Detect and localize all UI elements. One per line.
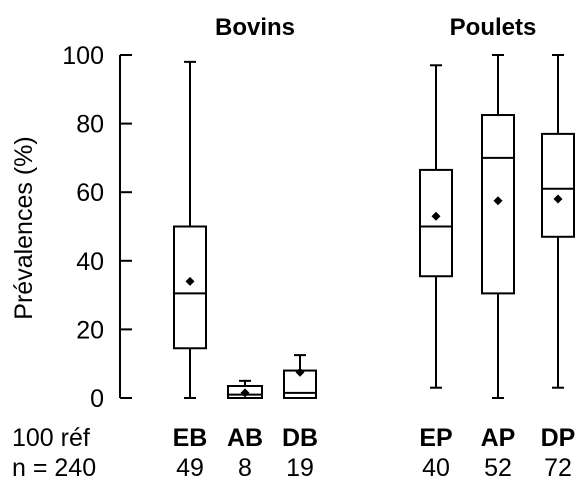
iqr-box: [227, 384, 263, 399]
mean-marker: [493, 196, 503, 206]
n-label: 8: [238, 454, 252, 482]
iqr-box: [173, 225, 207, 350]
reference-label: 100 réf: [12, 424, 90, 452]
reference-n-label: n = 240: [12, 454, 96, 482]
iqr-box: [541, 132, 575, 238]
y-axis-label: Prévalences (%): [10, 136, 38, 319]
category-label: AP: [481, 424, 516, 452]
y-tick-label: 60: [76, 179, 104, 207]
category-label: DB: [282, 424, 318, 452]
category-label: AB: [227, 424, 263, 452]
y-tick-label: 0: [90, 385, 104, 413]
box-EP: [419, 64, 453, 389]
y-tick-label: 80: [76, 111, 104, 139]
mean-marker: [553, 194, 563, 204]
group-title: Poulets: [450, 14, 537, 41]
boxes: [173, 54, 575, 399]
box-AP: [481, 54, 515, 399]
category-label: EB: [173, 424, 208, 452]
y-tick-label: 40: [76, 248, 104, 276]
iqr-box: [481, 114, 515, 295]
box-AB: [227, 379, 263, 399]
box-EB: [173, 60, 207, 399]
mean-marker: [295, 367, 305, 377]
category-label: EP: [419, 424, 452, 452]
group-title: Bovins: [215, 14, 295, 41]
box-DP: [541, 54, 575, 389]
n-label: 52: [484, 454, 512, 482]
n-label: 72: [544, 454, 572, 482]
mean-marker: [185, 276, 195, 286]
mean-marker: [431, 211, 441, 221]
category-label: DP: [541, 424, 576, 452]
y-axis: 0 20 40 60 80 100: [62, 42, 132, 413]
mean-marker: [240, 388, 250, 398]
box-DB: [283, 354, 317, 399]
n-label: 49: [176, 454, 204, 482]
y-tick-label: 20: [76, 316, 104, 344]
y-tick-label: 100: [62, 42, 104, 70]
n-label: 40: [422, 454, 450, 482]
n-label: 19: [286, 454, 314, 482]
group-titles: Bovins Poulets: [215, 14, 536, 41]
iqr-box: [419, 168, 453, 278]
